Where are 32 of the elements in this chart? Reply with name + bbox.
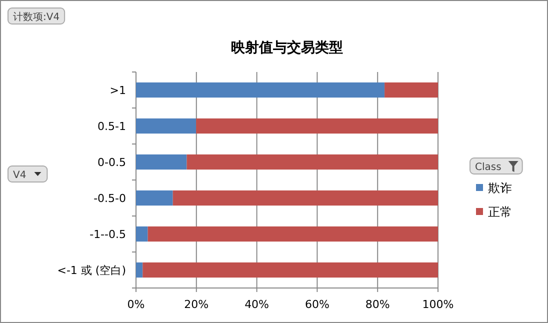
y-axis-title: V4 [13, 170, 26, 181]
button: V4 [8, 166, 48, 182]
bar [172, 190, 438, 206]
bar [136, 154, 187, 170]
button: Class [470, 158, 523, 174]
bar [148, 226, 438, 242]
bar [186, 154, 438, 170]
y-tick-label: 0.5-1 [98, 120, 126, 133]
x-tick-label: 0% [127, 298, 145, 311]
bar [136, 118, 196, 134]
x-tick-label: 80% [365, 298, 390, 311]
x-tick-label: 20% [184, 298, 209, 311]
y-tick-label: -1--0.5 [90, 228, 126, 241]
y-tick-label: -0.5-0 [94, 192, 126, 205]
legend-label: 正常 [488, 205, 512, 219]
legend-title: Class [475, 162, 502, 173]
bar [136, 190, 173, 206]
x-tick-label: 40% [244, 298, 270, 311]
legend-label: 欺诈 [488, 181, 512, 195]
bar [136, 226, 148, 242]
bar [136, 262, 143, 278]
bar [136, 82, 385, 98]
button: 计数项:V4 [8, 8, 66, 24]
bar [196, 118, 438, 134]
y-tick-label: <-1 或 (空白) [57, 264, 126, 277]
y-tick-label: >1 [110, 84, 126, 97]
bar [384, 82, 438, 98]
y-tick-label: 0-0.5 [98, 156, 126, 169]
x-tick-label: 100% [422, 298, 454, 311]
bar [142, 262, 438, 278]
x-tick-label: 60% [304, 298, 330, 311]
chart-title: 映射值与交易类型 [231, 39, 343, 56]
